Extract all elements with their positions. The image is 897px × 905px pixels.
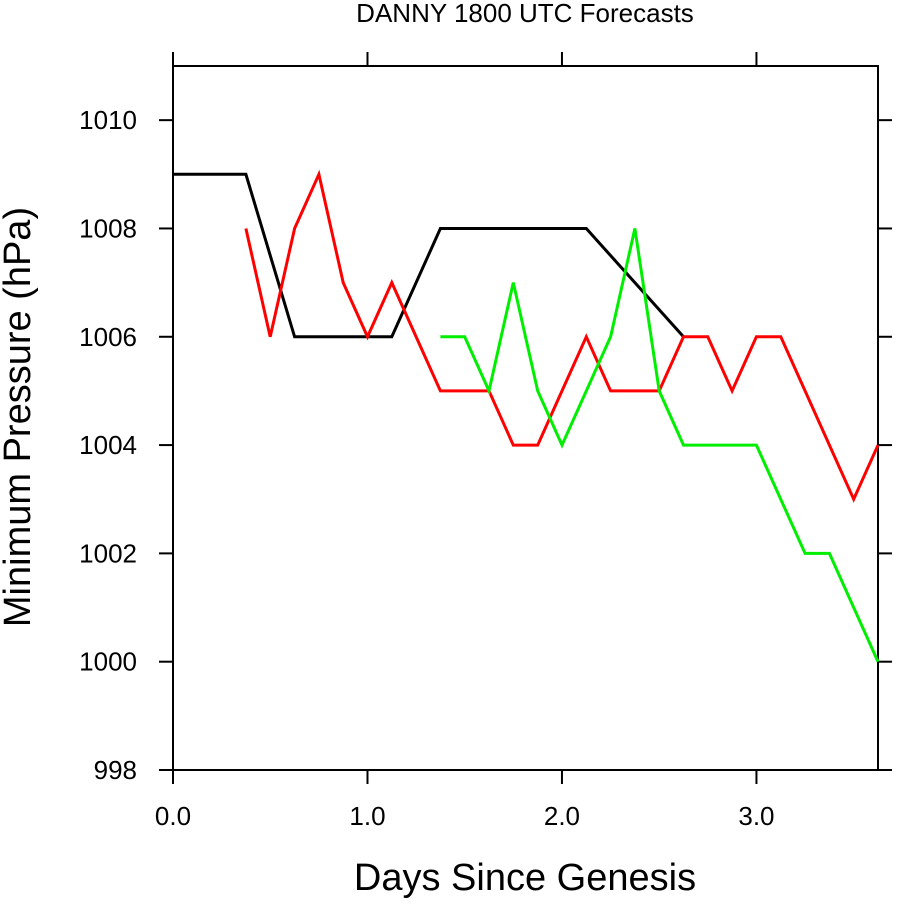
x-tick-label: 0.0: [155, 801, 191, 831]
plot-frame: [172, 65, 879, 771]
series-layer: [173, 169, 880, 663]
y-axis-ticks: 998 1000 1002 1004 1006 1008 1010: [79, 105, 892, 785]
y-tick-label: 1004: [79, 430, 137, 460]
y-tick-label: 1008: [79, 213, 137, 243]
chart-title: DANNY 1800 UTC Forecasts: [356, 0, 694, 28]
x-tick-label: 2.0: [544, 801, 580, 831]
x-axis-label: Days Since Genesis: [354, 857, 696, 899]
y-tick-label: 998: [94, 755, 137, 785]
series-line-green: [440, 228, 880, 663]
x-tick-label: 3.0: [738, 801, 774, 831]
plot-border: [172, 65, 879, 771]
y-tick-label: 1000: [79, 647, 137, 677]
y-tick-label: 1010: [79, 105, 137, 135]
y-tick-label: 1006: [79, 322, 137, 352]
y-tick-label: 1002: [79, 538, 137, 568]
x-tick-label: 1.0: [349, 801, 385, 831]
series-line-black: [173, 172, 685, 339]
y-axis-label: Minimum Pressure (hPa): [0, 207, 39, 627]
x-axis-ticks: 0.0 1.0 2.0 3.0: [155, 52, 775, 831]
